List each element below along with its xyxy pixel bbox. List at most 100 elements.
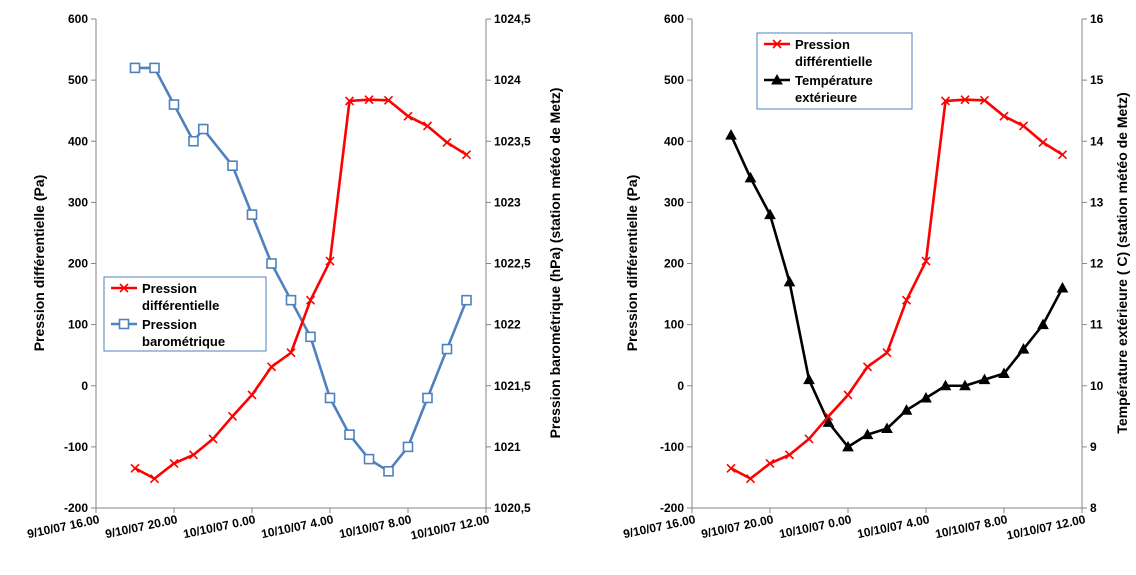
y-tick-label: 600 bbox=[68, 12, 88, 26]
legend-box bbox=[103, 276, 267, 352]
y-tick-label: 200 bbox=[664, 257, 684, 271]
square-marker bbox=[118, 318, 130, 330]
triangle-marker bbox=[1037, 318, 1049, 330]
x-tick-label: 10/10/07 8.00 bbox=[934, 512, 1009, 541]
x-tick-label: 10/10/07 0.00 bbox=[182, 512, 257, 541]
y2-tick-label: 1021,5 bbox=[494, 379, 531, 393]
x-marker bbox=[383, 95, 394, 105]
x-marker bbox=[1018, 121, 1029, 131]
triangle-marker bbox=[783, 275, 796, 287]
x-marker bbox=[1057, 150, 1068, 160]
x-marker bbox=[442, 137, 452, 148]
y-tick-label: 400 bbox=[68, 134, 88, 148]
y2-tick-label: 1022,5 bbox=[494, 257, 531, 271]
x-marker bbox=[188, 450, 199, 460]
x-marker bbox=[119, 283, 129, 293]
square-marker bbox=[383, 466, 394, 477]
series-line bbox=[134, 98, 468, 480]
y2-tick-label: 10 bbox=[1090, 379, 1104, 393]
triangle-marker bbox=[939, 379, 952, 391]
legend-label: extérieure bbox=[795, 90, 857, 105]
square-marker bbox=[266, 258, 277, 269]
y2-axis-title-right: Température extérieure ( C) (station mét… bbox=[1114, 92, 1130, 433]
y-tick-label: 500 bbox=[68, 73, 88, 87]
square-marker bbox=[363, 453, 375, 465]
y2-tick-label: 1021 bbox=[494, 440, 521, 454]
triangle-marker bbox=[959, 379, 971, 391]
x-marker bbox=[804, 434, 814, 444]
x-marker bbox=[882, 348, 892, 358]
legend-label: Température bbox=[795, 73, 873, 88]
triangle-marker bbox=[1056, 281, 1069, 293]
x-marker bbox=[247, 390, 257, 400]
x-marker bbox=[979, 95, 990, 105]
x-tick-label: 9/10/07 16.00 bbox=[26, 512, 101, 541]
x-marker bbox=[422, 121, 433, 131]
x-marker bbox=[999, 111, 1009, 121]
x-marker bbox=[901, 295, 912, 305]
y-tick-label: -200 bbox=[660, 501, 684, 515]
x-marker bbox=[149, 474, 160, 484]
legend-label: différentielle bbox=[795, 54, 872, 69]
legend-label: Pression bbox=[142, 281, 197, 296]
y2-tick-label: 16 bbox=[1090, 12, 1104, 26]
x-tick-label: 10/10/07 12.00 bbox=[1005, 512, 1087, 542]
x-marker bbox=[461, 150, 472, 160]
y2-tick-label: 14 bbox=[1090, 134, 1104, 148]
series-line bbox=[135, 66, 468, 473]
y-tick-label: 400 bbox=[664, 134, 684, 148]
chart-right-temperature-exterieure: Pression différentielle (Pa) Température… bbox=[622, 12, 1130, 543]
y-tick-label: 500 bbox=[664, 73, 684, 87]
x-marker bbox=[960, 95, 970, 105]
triangle-marker bbox=[861, 428, 874, 440]
y-axis-title-right: Pression différentielle (Pa) bbox=[624, 175, 640, 352]
x-marker bbox=[130, 463, 140, 473]
square-marker bbox=[324, 392, 336, 404]
y-tick-label: 200 bbox=[68, 257, 88, 271]
x-marker bbox=[364, 95, 374, 105]
x-marker bbox=[726, 463, 736, 473]
square-marker bbox=[422, 392, 433, 404]
triangle-marker bbox=[764, 208, 776, 220]
square-marker bbox=[305, 331, 316, 343]
triangle-marker bbox=[822, 416, 835, 427]
square-marker bbox=[188, 135, 199, 147]
y-axis-title-left: Pression différentielle (Pa) bbox=[31, 175, 47, 352]
y2-tick-label: 9 bbox=[1090, 440, 1097, 454]
y2-tick-label: 12 bbox=[1090, 257, 1104, 271]
x-tick-label: 9/10/07 20.00 bbox=[700, 512, 775, 541]
y2-tick-label: 1022 bbox=[494, 318, 521, 332]
y2-tick-label: 1024 bbox=[494, 73, 521, 87]
square-marker bbox=[285, 294, 297, 306]
x-marker bbox=[940, 96, 951, 106]
legend-label: barométrique bbox=[142, 334, 225, 349]
x-marker bbox=[784, 450, 795, 460]
x-tick-label: 10/10/07 4.00 bbox=[856, 512, 931, 541]
square-marker bbox=[197, 123, 209, 135]
x-tick-label: 10/10/07 12.00 bbox=[409, 512, 491, 542]
y2-tick-label: 1020,5 bbox=[494, 501, 531, 515]
x-marker bbox=[772, 39, 782, 49]
triangle-marker bbox=[998, 367, 1010, 379]
legend: Pression différentielle Pression barométriq… bbox=[103, 276, 267, 352]
triangle-marker bbox=[881, 422, 893, 434]
square-marker bbox=[149, 62, 160, 74]
y2-tick-label: 13 bbox=[1090, 195, 1104, 209]
series-0 bbox=[130, 95, 472, 484]
y-tick-label: 100 bbox=[664, 318, 684, 332]
square-marker bbox=[461, 294, 472, 306]
triangle-marker bbox=[725, 129, 737, 140]
y2-axis-title-left: Pression barométrique (hPa) (station mét… bbox=[547, 88, 563, 439]
x-marker bbox=[227, 411, 238, 421]
triangle-marker bbox=[744, 171, 757, 183]
x-marker bbox=[325, 256, 335, 266]
square-marker bbox=[441, 343, 453, 355]
y-tick-label: 100 bbox=[68, 318, 88, 332]
triangle-marker bbox=[842, 440, 854, 452]
y-tick-label: 0 bbox=[677, 379, 684, 393]
y2-tick-label: 11 bbox=[1090, 318, 1103, 332]
x-marker bbox=[286, 348, 296, 358]
x-marker bbox=[1038, 137, 1048, 148]
x-marker bbox=[765, 458, 775, 468]
